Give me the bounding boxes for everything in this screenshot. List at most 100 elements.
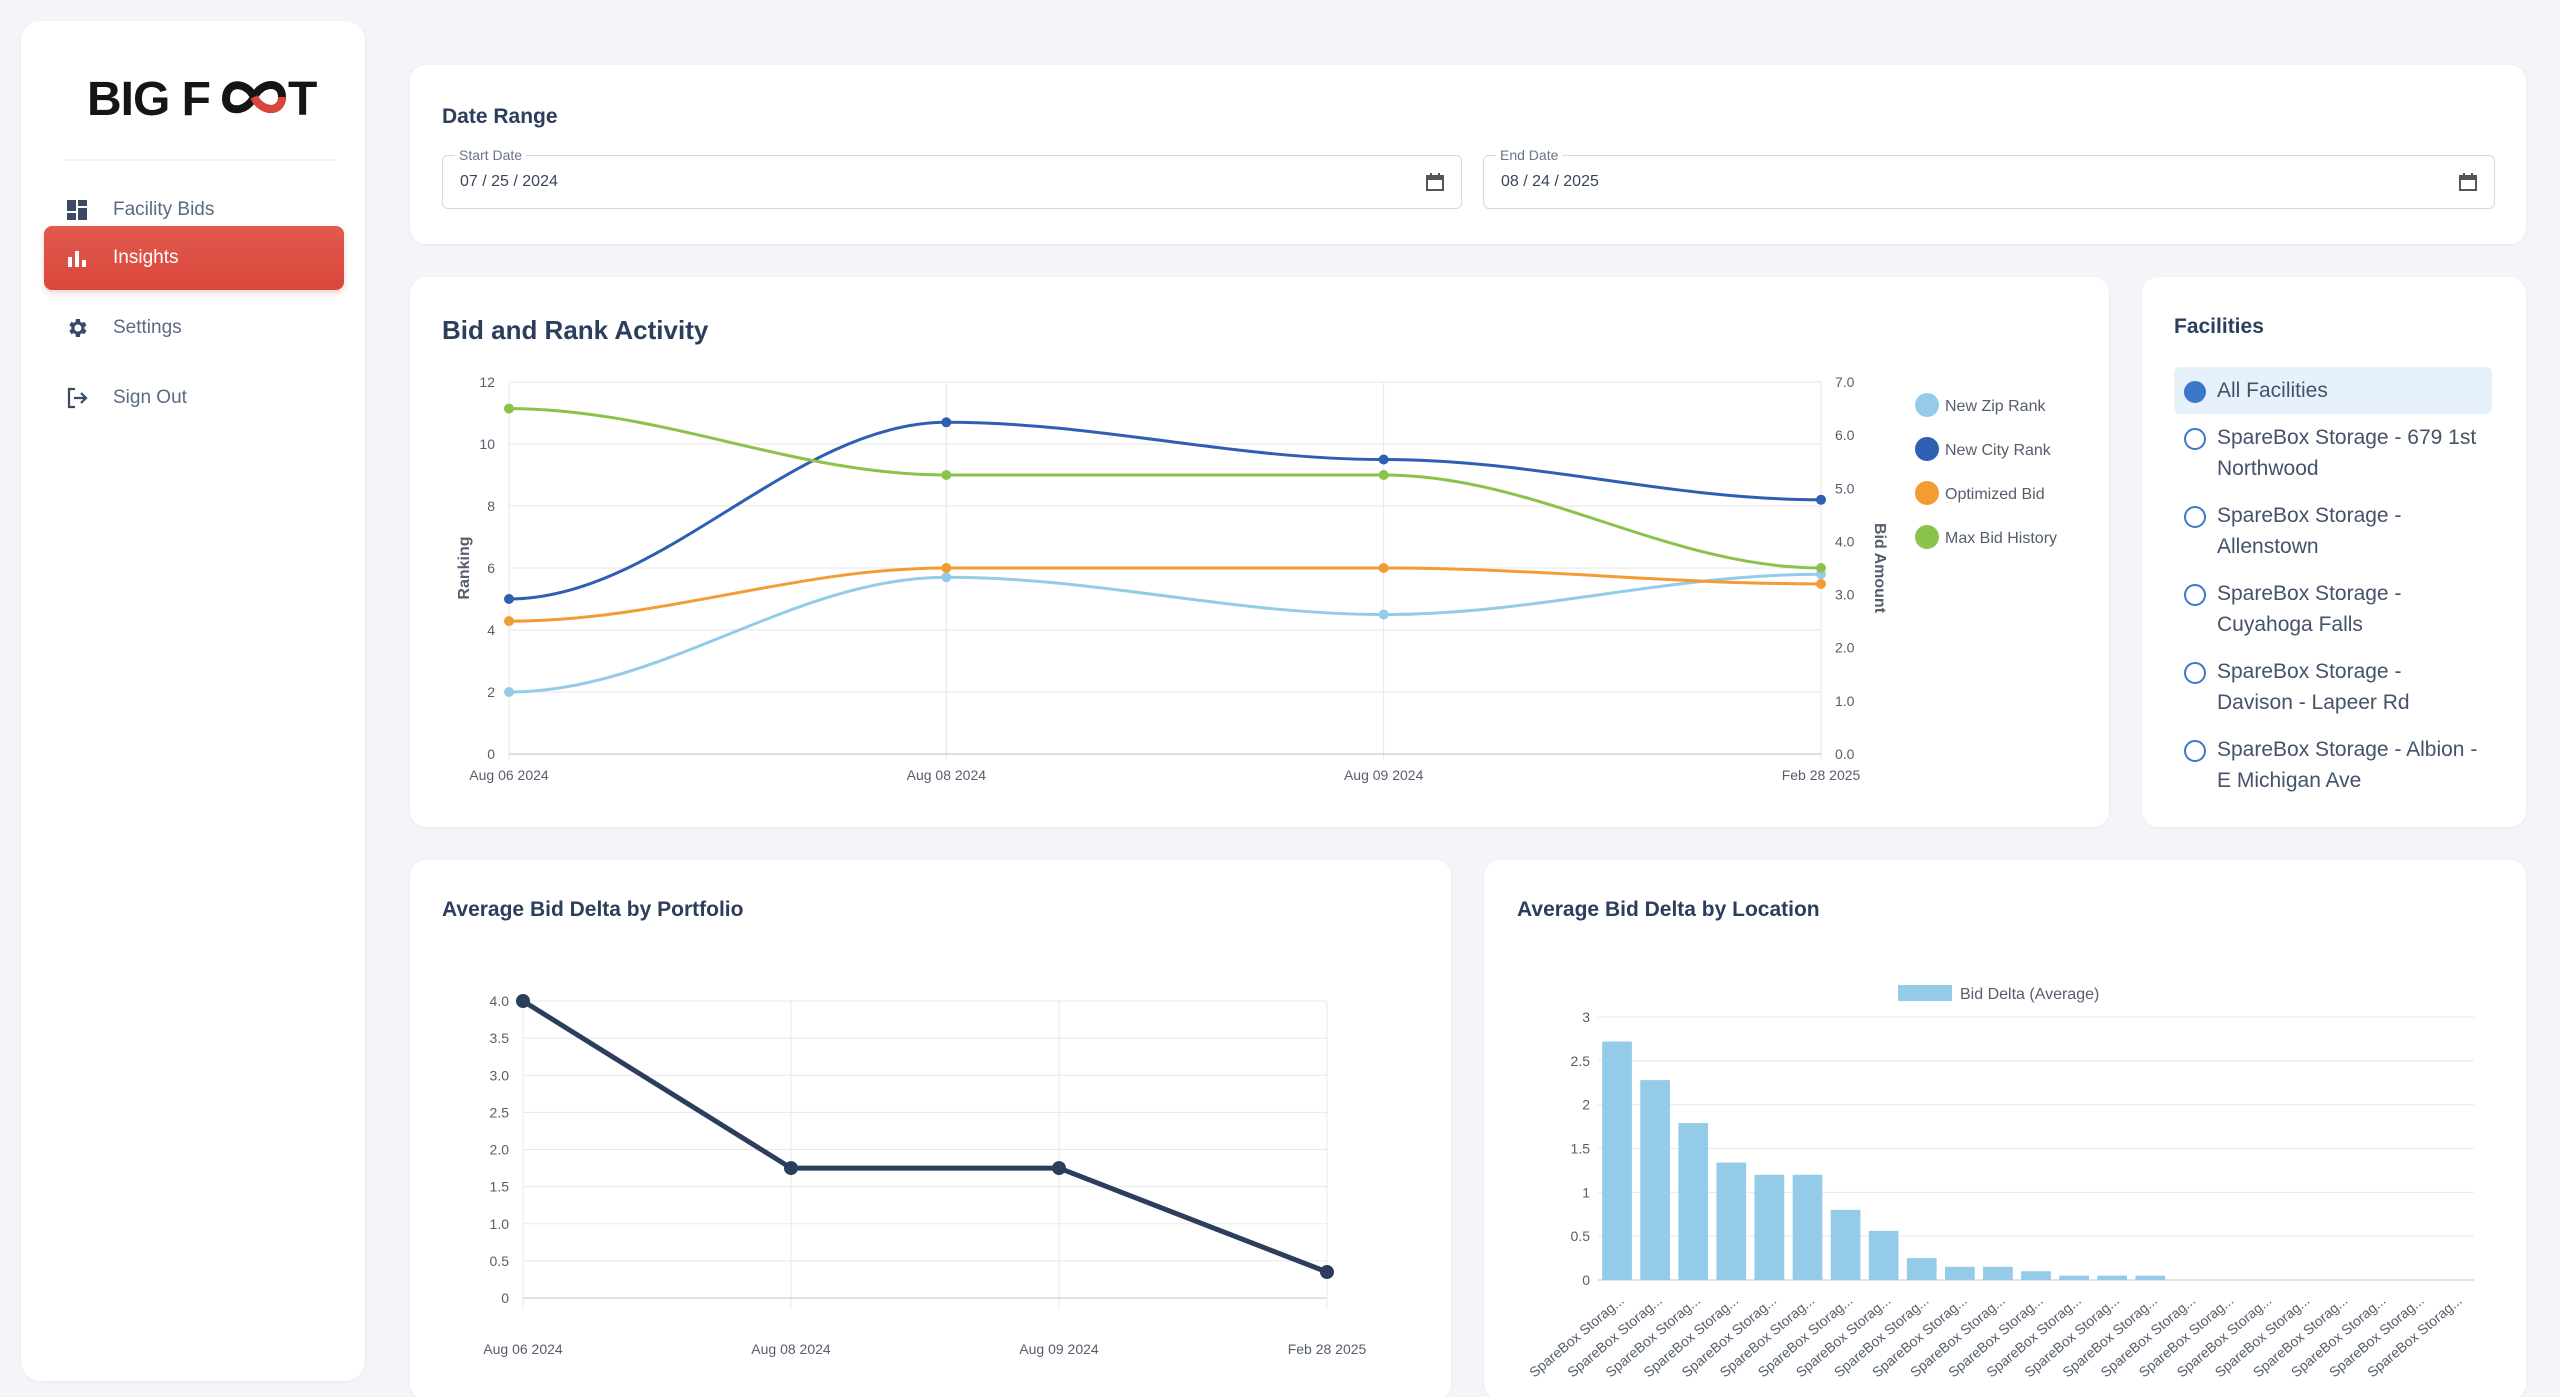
y-tick-label: 2 [487, 684, 495, 700]
radio-icon[interactable] [2184, 740, 2206, 762]
x-tick-label: Aug 09 2024 [1344, 767, 1424, 783]
facility-name: SpareBox Storage - Allenstown [2217, 504, 2402, 558]
bar [1944, 1266, 1975, 1280]
y-tick-label: 2 [1582, 1097, 1590, 1113]
bid-rank-card: Bid and Rank Activity 0 2 4 6 8 10 12 0.0 1.0 2.0… [410, 277, 2109, 827]
bar [1906, 1258, 1937, 1280]
bar [1640, 1080, 1670, 1280]
facility-list: All Facilities SpareBox Storage - 679 1s… [2174, 367, 2492, 804]
bar [2059, 1275, 2089, 1280]
legend-swatch [1915, 481, 1939, 505]
svg-text:T: T [288, 73, 317, 126]
radio-icon[interactable] [2184, 506, 2206, 528]
logo[interactable]: BIG F T [66, 51, 336, 161]
bigfoot-logo-icon: BIG F T [87, 73, 317, 126]
x-tick-label: Feb 28 2025 [1288, 1341, 1367, 1357]
bid-rank-title: Bid and Rank Activity [442, 315, 709, 345]
radio-icon[interactable] [2184, 584, 2206, 606]
sidebar: BIG F T Facility Bids Insights Settings … [21, 21, 365, 1381]
data-point [1816, 578, 1826, 589]
y-tick-label: 1.0 [490, 1216, 510, 1232]
facility-option[interactable]: SpareBox Storage - Allenstown [2174, 492, 2492, 570]
data-point [1816, 563, 1826, 573]
bar [1754, 1174, 1785, 1280]
facility-option[interactable]: SpareBox Storage - Albion - E Michigan A… [2174, 726, 2492, 804]
data-point [941, 417, 952, 428]
facilities-card: Facilities All Facilities SpareBox Stora… [2142, 277, 2526, 827]
facility-name: SpareBox Storage - Davison - Lapeer Rd [2217, 660, 2410, 714]
y-tick-label: 0.5 [490, 1253, 510, 1269]
data-point [784, 1161, 798, 1176]
start-date-value: 07 / 25 / 2024 [460, 173, 558, 190]
data-point [1378, 470, 1389, 480]
dashboard-icon [65, 198, 89, 222]
date-range-title: Date Range [442, 105, 558, 128]
legend-swatch [1898, 985, 1952, 1001]
radio-icon[interactable] [2184, 428, 2206, 450]
date-range-card: Date Range Start Date 07 / 25 / 2024 End… [410, 65, 2526, 244]
y-tick-label: 1.5 [1571, 1141, 1591, 1157]
legend-label: New City Rank [1945, 442, 2052, 459]
legend-label: Max Bid History [1945, 530, 2057, 547]
x-tick-label: Aug 08 2024 [751, 1341, 831, 1357]
y-tick-label: 2.5 [1571, 1053, 1591, 1069]
series-line [508, 572, 1822, 694]
y-tick-label: 4 [487, 622, 495, 638]
radio-icon[interactable] [2184, 662, 2206, 684]
legend-label: Optimized Bid [1945, 486, 2045, 503]
data-point [516, 994, 530, 1008]
facility-name: SpareBox Storage - 679 1st Northwood [2217, 426, 2477, 480]
y-tick-label: 3.0 [490, 1067, 510, 1083]
y-tick-label: 4.0 [490, 993, 510, 1009]
legend-label: Bid Delta (Average) [1960, 986, 2099, 1003]
start-date-label: Start Date [455, 147, 527, 163]
y2-tick-label: 4.0 [1835, 533, 1855, 549]
x-tick-label: Aug 08 2024 [907, 767, 987, 783]
y-axis-title: Ranking [456, 536, 473, 599]
end-date-value: 08 / 24 / 2025 [1501, 173, 1599, 190]
portfolio-chart: 0 0.5 1.0 1.5 2.0 2.5 3.0 3.5 4.0 Aug 06 2024 Aug … [483, 993, 1367, 1357]
sidebar-item-label: Insights [113, 247, 179, 268]
data-point [941, 572, 952, 583]
y-tick-label: 8 [487, 498, 495, 514]
y-tick-label: 6 [487, 560, 495, 576]
facility-name: All Facilities [2217, 379, 2328, 402]
series-line [521, 998, 1328, 1275]
data-point [1378, 563, 1389, 573]
sidebar-item-insights[interactable]: Insights [44, 226, 344, 290]
sign-out-icon [65, 386, 89, 410]
facility-option[interactable]: SpareBox Storage - 679 1st Northwood [2174, 414, 2492, 492]
y2-tick-label: 0.0 [1835, 746, 1855, 762]
y-tick-label: 10 [479, 436, 495, 452]
sidebar-item-settings[interactable]: Settings [44, 296, 344, 360]
facility-option[interactable]: All Facilities [2174, 367, 2492, 414]
y-tick-label: 3.5 [490, 1030, 510, 1046]
y2-tick-label: 7.0 [1835, 374, 1855, 390]
data-point [1378, 609, 1389, 620]
facility-option[interactable]: SpareBox Storage - Davison - Lapeer Rd [2174, 648, 2492, 726]
calendar-icon[interactable] [2458, 172, 2478, 192]
data-point [941, 563, 952, 573]
bar [1678, 1123, 1709, 1280]
y2-tick-label: 2.0 [1835, 640, 1855, 656]
data-point [1816, 494, 1826, 505]
y-tick-label: 0 [487, 746, 495, 762]
facility-option[interactable]: SpareBox Storage - Cuyahoga Falls [2174, 570, 2492, 648]
y-tick-label: 3 [1582, 1009, 1590, 1025]
location-title: Average Bid Delta by Location [1517, 898, 1820, 921]
facilities-title: Facilities [2174, 315, 2264, 338]
data-point [504, 594, 514, 604]
radio-checked-icon[interactable] [2184, 381, 2206, 403]
end-date-label: End Date [1496, 147, 1563, 163]
end-date-field[interactable]: End Date 08 / 24 / 2025 [1483, 147, 2495, 209]
calendar-icon[interactable] [1425, 172, 1445, 192]
y2-tick-label: 3.0 [1835, 587, 1855, 603]
bar [1983, 1266, 2013, 1280]
sidebar-item-facility-bids[interactable]: Facility Bids [44, 178, 344, 242]
portfolio-title: Average Bid Delta by Portfolio [442, 898, 744, 921]
start-date-field[interactable]: Start Date 07 / 25 / 2024 [442, 147, 1462, 209]
portfolio-card: Average Bid Delta by Portfolio 0 0.5 1.0 1.… [410, 860, 1451, 1397]
sidebar-item-sign-out[interactable]: Sign Out [44, 366, 344, 430]
facility-name: SpareBox Storage - Albion - E Michigan A… [2217, 738, 2478, 792]
